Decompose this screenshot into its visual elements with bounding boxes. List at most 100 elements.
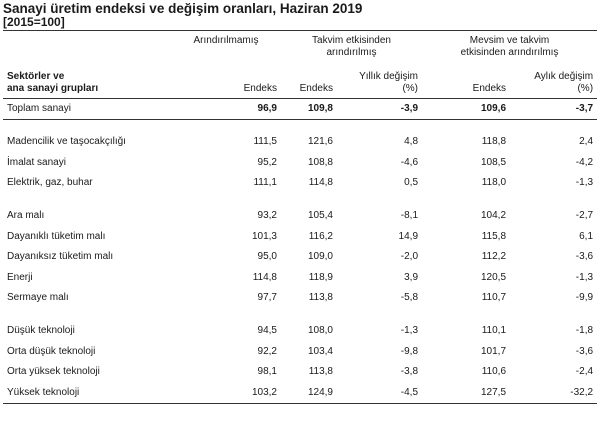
col-index-calendar: Endeks	[281, 65, 337, 99]
table-row: Dayanıksız tüketim malı 95,0 109,0 -2,0 112,…	[3, 247, 597, 268]
cell-monthly-change: -3,6	[575, 345, 594, 357]
cell-monthly-change: -3,7	[510, 98, 598, 120]
cell-annual-change: 4,8	[404, 136, 419, 148]
group-calendar-line1: Takvim etkisinden	[312, 35, 391, 46]
group-calendar-line2: arındırılmış	[326, 47, 377, 58]
table-row: Ara malı 93,2 105,4 -8,1 104,2 -2,7	[3, 206, 597, 227]
cell-monthly-change: -1,3	[575, 177, 594, 189]
cell-index-calendar: 118,9	[308, 271, 333, 283]
cell-index-seasonal: 108,5	[480, 156, 507, 168]
cell-annual-change: 14,9	[398, 230, 419, 242]
cell-index-unadjusted: 93,2	[257, 210, 277, 222]
cell-index-calendar: 109,8	[281, 98, 337, 120]
spacer-cell	[510, 309, 597, 321]
table-row: İmalat sanayi 95,2 108,8 -4,6 108,5 -4,2	[3, 153, 597, 174]
cell-index-unadjusted: 101,3	[251, 230, 277, 242]
total-row: Toplam sanayi 96,9 109,8 -3,9 109,6 -3,7	[3, 98, 598, 120]
cell-annual-change: -3,9	[337, 98, 423, 120]
cell-annual-change: 3,9	[404, 271, 419, 283]
row-label: Dayanıksız tüketim malı	[7, 251, 114, 263]
cell-monthly-change: -1,8	[575, 325, 594, 337]
cell-index-seasonal: 110,1	[481, 325, 507, 337]
group-seasonal-adjusted: Mevsim ve takvim etkisinden arındırılmış	[422, 30, 598, 65]
spacer-cell	[422, 194, 510, 206]
spacer-cell	[3, 194, 171, 206]
sector-header-line1: Sektörler ve	[7, 71, 65, 82]
spacer-cell	[337, 194, 422, 206]
cell-index-calendar: 113,8	[308, 292, 333, 304]
cell-index-seasonal: 115,8	[481, 230, 507, 242]
cell-monthly-change: -2,4	[575, 366, 594, 378]
cell-annual-change: -1,3	[400, 325, 419, 337]
group-spacer	[3, 309, 597, 321]
cell-monthly-change: -9,9	[575, 292, 594, 304]
cell-index-unadjusted: 103,2	[171, 382, 281, 405]
cell-index-calendar: 113,8	[308, 366, 333, 378]
table-row: Yüksek teknoloji 103,2 124,9 -4,5 127,5 -32,2	[3, 382, 598, 405]
spacer-cell	[337, 309, 422, 321]
cell-index-unadjusted: 97,7	[257, 292, 277, 304]
spacer-cell	[510, 194, 597, 206]
cell-annual-change: -2,0	[400, 251, 419, 263]
group-unadjusted-label: Arındırılmamış	[193, 35, 259, 46]
sector-header-line2: ana sanayi grupları	[7, 83, 99, 94]
cell-index-unadjusted: 95,2	[257, 156, 277, 168]
cell-annual-change: -8,1	[400, 210, 419, 222]
row-label: İmalat sanayi	[7, 156, 66, 168]
row-label: Sermaye malı	[7, 292, 69, 304]
spacer-cell	[3, 120, 171, 133]
col-monthly-change-line1: Aylık değişim	[534, 71, 594, 82]
row-label: Orta düşük teknoloji	[7, 345, 96, 357]
cell-annual-change: -3,8	[400, 366, 419, 378]
cell-index-seasonal: 104,2	[480, 210, 507, 222]
group-seasonal-line1: Mevsim ve takvim	[469, 35, 550, 46]
cell-monthly-change: -3,6	[575, 251, 594, 263]
spacer-cell	[171, 309, 281, 321]
cell-index-unadjusted: 111,5	[253, 136, 277, 148]
spacer-cell	[3, 309, 171, 321]
table-row: Düşük teknoloji 94,5 108,0 -1,3 110,1 -1,8	[3, 321, 597, 342]
spacer-cell	[422, 309, 510, 321]
row-label: Yüksek teknoloji	[3, 382, 171, 405]
table-row: Elektrik, gaz, buhar 111,1 114,8 0,5 118,0 -1…	[3, 173, 597, 194]
cell-index-calendar: 109,0	[307, 251, 333, 263]
col-index-seasonal: Endeks	[422, 65, 511, 99]
spacer-cell	[281, 194, 337, 206]
cell-index-seasonal: 101,7	[480, 345, 507, 357]
col-annual-change-line2: (%)	[402, 83, 419, 94]
cell-index-seasonal: 109,6	[422, 98, 511, 120]
cell-index-calendar: 114,8	[308, 177, 333, 189]
group-seasonal-line2: etkisinden arındırılmış	[460, 47, 559, 58]
group-calendar-adjusted: Takvim etkisinden arındırılmış	[281, 30, 423, 65]
cell-index-seasonal: 110,6	[481, 366, 507, 378]
group-spacer	[3, 120, 597, 133]
table-row: Madencilik ve taşocakçılığı 111,5 121,6 4,8…	[3, 132, 597, 153]
data-table: Arındırılmamış Takvim etkisinden arındır…	[3, 30, 598, 405]
header-group-row: Arındırılmamış Takvim etkisinden arındır…	[3, 30, 598, 65]
col-index-unadjusted: Endeks	[171, 65, 281, 99]
header-column-row: Sektörler ve ana sanayi grupları Endeks …	[3, 65, 598, 99]
table-title: Sanayi üretim endeksi ve değişim oranlar…	[3, 1, 363, 16]
cell-index-calendar: 124,9	[281, 382, 337, 405]
row-label: Ara malı	[7, 210, 45, 222]
row-label: Toplam sanayi	[3, 98, 171, 120]
table-row: Dayanıklı tüketim malı 101,3 116,2 14,9 115,…	[3, 226, 597, 247]
cell-monthly-change: 6,1	[579, 230, 594, 242]
table-subtitle: [2015=100]	[3, 15, 65, 29]
table-row: Orta düşük teknoloji 92,2 103,4 -9,8 101,7 -3…	[3, 341, 597, 362]
row-label: Düşük teknoloji	[7, 325, 75, 337]
col-annual-change-line1: Yıllık değişim	[359, 71, 419, 82]
cell-index-unadjusted: 92,2	[257, 345, 277, 357]
cell-monthly-change: -32,2	[510, 382, 598, 405]
spacer-cell	[337, 120, 422, 133]
row-label: Dayanıklı tüketim malı	[7, 230, 106, 242]
cell-annual-change: 0,5	[404, 177, 419, 189]
spacer-cell	[281, 120, 337, 133]
cell-index-calendar: 103,4	[307, 345, 333, 357]
spacer-cell	[281, 309, 337, 321]
cell-index-seasonal: 120,5	[480, 271, 507, 283]
cell-index-seasonal: 118,0	[481, 177, 507, 189]
cell-index-calendar: 116,2	[308, 230, 333, 242]
cell-annual-change: -4,5	[337, 382, 423, 405]
row-label: Orta yüksek teknoloji	[7, 366, 100, 378]
